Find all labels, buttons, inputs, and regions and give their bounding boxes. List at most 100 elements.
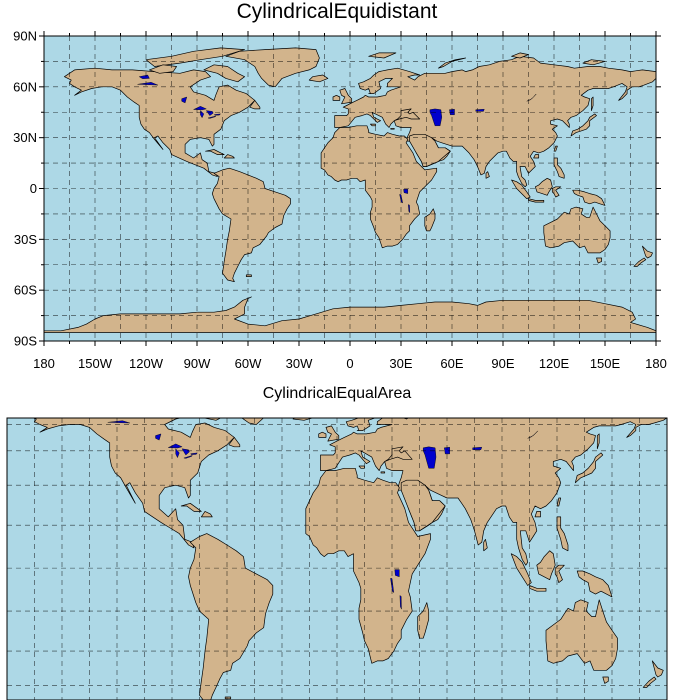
lake bbox=[181, 96, 188, 104]
land-hispaniola bbox=[200, 511, 213, 518]
land-falklands bbox=[224, 696, 232, 700]
land-arctic-islands bbox=[117, 404, 223, 411]
land-sumatra bbox=[511, 179, 531, 200]
land-tasmania bbox=[602, 676, 609, 684]
lake bbox=[399, 595, 402, 610]
land-victoria-island bbox=[149, 64, 177, 74]
land-new-siberian bbox=[588, 407, 612, 409]
land-cyprus-crete bbox=[390, 127, 395, 130]
land-baffin bbox=[203, 64, 245, 83]
lon-label: 120E bbox=[539, 356, 570, 371]
land-madagascar bbox=[417, 602, 430, 639]
land-sicily-sardinia bbox=[358, 465, 365, 469]
land-antarctica bbox=[44, 296, 656, 333]
land-iceland bbox=[292, 418, 314, 421]
land-novaya-zemlya bbox=[438, 57, 466, 69]
lon-label: 60W bbox=[235, 356, 262, 371]
lake bbox=[181, 448, 190, 456]
land-ireland bbox=[318, 431, 327, 438]
lat-label: 30N bbox=[13, 130, 37, 145]
lon-label: 180 bbox=[645, 356, 667, 371]
lake bbox=[472, 446, 483, 450]
land-iceland bbox=[308, 74, 329, 83]
land-hainan bbox=[533, 154, 540, 159]
lake bbox=[155, 433, 162, 441]
land-japan bbox=[574, 452, 604, 484]
lon-label: 150W bbox=[78, 356, 113, 371]
lake bbox=[429, 108, 443, 126]
map-title-cylindrical-equal-area: CylindricalEqualArea bbox=[262, 385, 412, 402]
lon-label: 30W bbox=[286, 356, 313, 371]
lat-label: 0 bbox=[30, 181, 37, 196]
lake bbox=[207, 115, 217, 119]
land-severnaya-zemlya bbox=[511, 405, 529, 407]
lake bbox=[403, 189, 408, 194]
land-north-america bbox=[64, 67, 256, 177]
land-novaya-zemlya bbox=[432, 407, 461, 412]
lake bbox=[444, 446, 450, 455]
lon-label: 60E bbox=[440, 356, 463, 371]
lon-label: 150E bbox=[590, 356, 621, 371]
map-cylindrical-equal-area[interactable] bbox=[6, 404, 668, 700]
land-newfoundland bbox=[228, 437, 241, 448]
lake bbox=[423, 446, 437, 469]
lake bbox=[527, 430, 538, 439]
graticule bbox=[44, 36, 656, 341]
land-greenland bbox=[225, 47, 320, 88]
land-newfoundland bbox=[249, 100, 261, 110]
map-cylindrical-equidistant[interactable]: 90N 60N 30N 0 30S 60S 90S 180 150W 120W 90W 60W 30W 0… bbox=[13, 29, 667, 372]
lake bbox=[213, 113, 222, 116]
lake bbox=[475, 108, 485, 112]
lat-label: 60N bbox=[13, 79, 37, 94]
lat-label: 60S bbox=[14, 283, 37, 298]
land-hispaniola bbox=[223, 154, 235, 159]
lon-label: 90E bbox=[491, 356, 514, 371]
lake bbox=[175, 448, 180, 459]
lon-label: 90W bbox=[184, 356, 211, 371]
land-sakhalin bbox=[596, 433, 600, 450]
lake bbox=[408, 204, 411, 214]
land-greenland bbox=[241, 418, 265, 425]
land-taiwan bbox=[556, 497, 562, 507]
land-japan bbox=[570, 113, 597, 137]
lake bbox=[205, 110, 214, 116]
land-sicily-sardinia bbox=[370, 123, 376, 127]
land-arctic-islands bbox=[145, 47, 245, 67]
land-falklands bbox=[245, 274, 252, 277]
land-europe-asia bbox=[334, 55, 656, 188]
land-great-britain bbox=[325, 425, 340, 442]
land-taiwan bbox=[553, 145, 558, 152]
land-sumatra bbox=[510, 553, 532, 586]
land-new-zealand bbox=[651, 660, 664, 678]
land-sulawesi bbox=[551, 186, 562, 198]
land-borneo bbox=[536, 550, 556, 581]
land-new-zealand-south bbox=[633, 257, 647, 267]
lake bbox=[107, 420, 130, 424]
lake bbox=[137, 82, 158, 86]
lat-label: 90N bbox=[13, 29, 37, 44]
land-java bbox=[529, 585, 547, 592]
graticule bbox=[7, 418, 667, 700]
lake bbox=[183, 455, 193, 459]
lon-label: 0 bbox=[346, 356, 353, 371]
land-ireland bbox=[332, 94, 341, 101]
land-new-guinea bbox=[572, 189, 606, 206]
land-new-zealand-south bbox=[642, 676, 657, 688]
map-title-cylindrical-equidistant: CylindricalEquidistant bbox=[236, 0, 438, 23]
land-madagascar bbox=[424, 208, 436, 232]
land-philippines bbox=[553, 157, 565, 179]
map-frame bbox=[6, 417, 668, 700]
land-arabia-fill bbox=[409, 133, 451, 167]
land-tasmania bbox=[596, 257, 602, 264]
land-sri-lanka bbox=[483, 538, 488, 552]
lake bbox=[138, 74, 150, 79]
land-victoria-island bbox=[121, 410, 150, 415]
land-great-britain bbox=[339, 88, 353, 105]
lat-label: 90S bbox=[14, 334, 37, 349]
land-svalbard bbox=[357, 405, 386, 407]
land-new-zealand bbox=[642, 245, 653, 259]
land-sakhalin bbox=[591, 96, 594, 111]
land-australia bbox=[545, 599, 618, 671]
lon-label: 120W bbox=[129, 356, 164, 371]
